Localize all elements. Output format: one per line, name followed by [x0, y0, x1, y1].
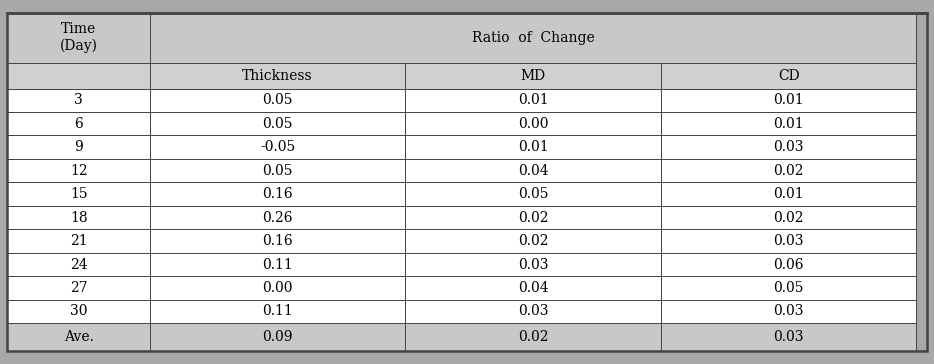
Bar [661, 253, 916, 276]
Text: 0.00: 0.00 [518, 117, 548, 131]
Text: 0.03: 0.03 [773, 330, 804, 344]
Bar [661, 63, 916, 88]
Bar [661, 135, 916, 159]
Text: Time
(Day): Time (Day) [60, 23, 98, 53]
Text: 0.05: 0.05 [262, 164, 293, 178]
Text: 0.16: 0.16 [262, 234, 293, 248]
Text: MD: MD [520, 69, 545, 83]
Bar [405, 253, 661, 276]
Bar [150, 63, 405, 88]
Text: 3: 3 [75, 93, 83, 107]
Bar [7, 182, 150, 206]
Bar [661, 206, 916, 229]
Bar [150, 182, 405, 206]
Bar [150, 229, 405, 253]
Text: 0.03: 0.03 [518, 304, 548, 318]
Bar [405, 88, 661, 112]
Text: 0.11: 0.11 [262, 257, 293, 272]
Text: 0.09: 0.09 [262, 330, 293, 344]
Bar [405, 135, 661, 159]
Bar [150, 13, 916, 63]
Bar [7, 253, 150, 276]
Text: 6: 6 [75, 117, 83, 131]
Text: Ratio  of  Change: Ratio of Change [472, 31, 595, 45]
Text: 0.11: 0.11 [262, 304, 293, 318]
Bar [150, 112, 405, 135]
Text: 0.00: 0.00 [262, 281, 293, 295]
Bar [150, 323, 405, 351]
Text: 0.03: 0.03 [518, 257, 548, 272]
Text: 21: 21 [70, 234, 88, 248]
Text: 0.05: 0.05 [773, 281, 804, 295]
Bar [405, 276, 661, 300]
Text: 0.16: 0.16 [262, 187, 293, 201]
Text: 0.03: 0.03 [773, 140, 804, 154]
Bar [661, 112, 916, 135]
Bar [661, 88, 916, 112]
Bar [405, 112, 661, 135]
Bar [405, 323, 661, 351]
Bar [7, 229, 150, 253]
Text: 0.02: 0.02 [518, 330, 548, 344]
Bar [150, 88, 405, 112]
Text: 0.02: 0.02 [518, 211, 548, 225]
Text: 15: 15 [70, 187, 88, 201]
Bar [7, 276, 150, 300]
Bar [661, 300, 916, 323]
Text: 0.01: 0.01 [517, 140, 548, 154]
Bar [661, 159, 916, 182]
Bar [7, 63, 150, 88]
Text: 0.01: 0.01 [517, 93, 548, 107]
Text: 0.01: 0.01 [773, 117, 804, 131]
Bar [150, 253, 405, 276]
Bar [405, 182, 661, 206]
Bar [7, 323, 150, 351]
Text: 0.02: 0.02 [773, 164, 804, 178]
Bar [150, 206, 405, 229]
Text: 0.03: 0.03 [773, 304, 804, 318]
Text: 9: 9 [75, 140, 83, 154]
Bar [661, 182, 916, 206]
Bar [150, 135, 405, 159]
Text: 0.05: 0.05 [518, 187, 548, 201]
Text: 0.04: 0.04 [517, 281, 548, 295]
Text: 24: 24 [70, 257, 88, 272]
Text: 0.26: 0.26 [262, 211, 293, 225]
Text: 18: 18 [70, 211, 88, 225]
Bar [405, 229, 661, 253]
Bar [405, 63, 661, 88]
Text: 0.05: 0.05 [262, 117, 293, 131]
Text: 30: 30 [70, 304, 88, 318]
Text: Thickness: Thickness [242, 69, 313, 83]
Text: 0.01: 0.01 [773, 187, 804, 201]
Text: 0.02: 0.02 [773, 211, 804, 225]
Bar [150, 159, 405, 182]
Bar [7, 206, 150, 229]
Bar [405, 206, 661, 229]
Bar [661, 276, 916, 300]
Text: -0.05: -0.05 [260, 140, 295, 154]
Bar [7, 159, 150, 182]
Text: 0.02: 0.02 [518, 234, 548, 248]
Bar [150, 300, 405, 323]
Bar [7, 135, 150, 159]
Bar [7, 300, 150, 323]
Text: Ave.: Ave. [64, 330, 93, 344]
Text: 0.01: 0.01 [773, 93, 804, 107]
Bar [661, 323, 916, 351]
Bar [150, 276, 405, 300]
Text: 12: 12 [70, 164, 88, 178]
Text: 0.05: 0.05 [262, 93, 293, 107]
Text: CD: CD [778, 69, 800, 83]
Bar [7, 112, 150, 135]
Text: 0.06: 0.06 [773, 257, 804, 272]
Bar [661, 229, 916, 253]
Text: 0.04: 0.04 [517, 164, 548, 178]
Bar [405, 159, 661, 182]
Bar [7, 13, 150, 63]
Text: 0.03: 0.03 [773, 234, 804, 248]
Text: 27: 27 [70, 281, 88, 295]
Bar [405, 300, 661, 323]
Bar [7, 88, 150, 112]
